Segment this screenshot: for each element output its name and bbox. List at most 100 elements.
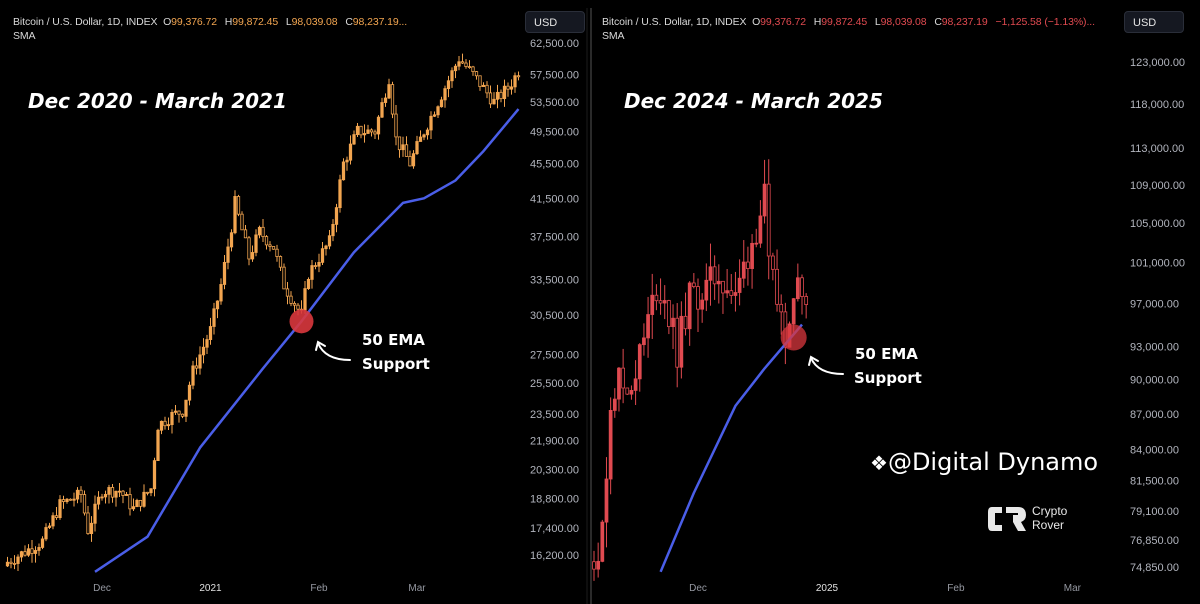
candle-body (422, 134, 426, 138)
indicator-label[interactable]: SMA (13, 30, 36, 42)
candle-body (145, 491, 150, 494)
candle-body (334, 207, 339, 225)
candle-body (373, 131, 377, 135)
candle-body (608, 410, 613, 480)
candle-body (317, 261, 321, 267)
candle-body (268, 244, 272, 247)
x-tick-label: Mar (1064, 583, 1082, 594)
candle-body (285, 288, 290, 297)
watermark-text: @Digital Dynamo (887, 448, 1099, 476)
candle-body (338, 179, 342, 209)
candle-body (89, 522, 94, 534)
candle-body (596, 560, 601, 570)
candle-body (247, 237, 251, 260)
candle-body (282, 266, 286, 290)
candle-body (170, 411, 174, 425)
low-value: 98,039.08 (880, 16, 927, 28)
candle-body (219, 284, 223, 302)
y-tick-label: 23,500.00 (530, 409, 579, 421)
candle-body (152, 460, 157, 490)
y-tick-label: 20,300.00 (530, 464, 579, 476)
candle-body (177, 410, 181, 415)
candle-body (47, 525, 52, 528)
candle-body (662, 300, 667, 304)
candle-body (275, 248, 279, 257)
candle-body (135, 499, 139, 508)
candle-body (617, 367, 621, 400)
candle-body (411, 153, 416, 167)
support-highlight-circle (780, 324, 807, 351)
close-label: C (934, 16, 942, 28)
candle-body (324, 245, 328, 250)
candle-body (289, 295, 293, 304)
y-tick-label: 33,500.00 (530, 274, 579, 286)
candle-body (658, 300, 663, 304)
candle-body (61, 499, 66, 503)
candle-body (404, 144, 409, 157)
candle-body (362, 133, 367, 136)
candle-body (163, 420, 167, 427)
candle-body (457, 61, 461, 67)
indicator-label[interactable]: SMA (602, 30, 625, 42)
right-annotation-line1: 50 EMA (855, 345, 918, 363)
ema-line (659, 323, 803, 573)
candle-body (201, 346, 206, 356)
y-tick-label: 84,000.00 (1130, 445, 1179, 457)
candle-body (296, 304, 300, 310)
candle-body (359, 125, 363, 136)
candle-body (331, 223, 335, 237)
candle-body (516, 75, 521, 78)
logo-text-line2: Rover (1032, 518, 1065, 532)
candle-body (380, 102, 384, 118)
candle-body (795, 277, 800, 300)
change-value: −1,125.58 (−1.13%)... (995, 16, 1095, 28)
candle-body (495, 91, 500, 100)
left-annotation-line1: 50 EMA (362, 331, 425, 349)
candle-body (716, 280, 721, 285)
close-value: 98,237.19... (352, 16, 408, 28)
high-label: H (813, 16, 822, 28)
candle-body (138, 499, 143, 507)
candle-body (383, 97, 388, 103)
candle-body (750, 242, 754, 269)
y-tick-label: 57,500.00 (530, 70, 579, 82)
right-chart-title: Dec 2024 - March 2025 (624, 89, 883, 113)
left-header: Bitcoin / U.S. Dollar, 1D, INDEX O99,376… (13, 15, 513, 43)
x-tick-label: Mar (408, 583, 426, 594)
candle-body (58, 499, 62, 518)
y-tick-label: 87,000.00 (1130, 409, 1179, 421)
x-tick-label: Dec (689, 583, 707, 594)
candle-body (667, 300, 671, 328)
candle-body (418, 136, 423, 142)
y-tick-label: 53,500.00 (530, 97, 579, 109)
candle-body (355, 125, 360, 136)
candle-body (712, 266, 717, 285)
candle-body (292, 303, 297, 306)
candle-body (54, 515, 59, 518)
open-value: 99,376.72 (760, 16, 806, 28)
currency-button[interactable]: USD (1124, 11, 1184, 33)
candle-body (604, 478, 609, 523)
candle-body (513, 75, 517, 88)
currency-button[interactable]: USD (525, 11, 585, 33)
ema-line (94, 108, 520, 573)
candle-body (771, 255, 775, 270)
left-chart-title: Dec 2020 - March 2021 (28, 89, 287, 113)
candle-body (250, 252, 255, 260)
crypto-rover-logo-text: Crypto Rover (1032, 504, 1067, 532)
low-label: L (874, 16, 881, 28)
candle-body (415, 141, 419, 155)
candle-body (65, 498, 69, 503)
candle-body (704, 279, 709, 301)
candle-body (348, 143, 353, 161)
y-tick-label: 101,000.00 (1130, 257, 1185, 269)
candle-body (93, 503, 97, 524)
candle-body (758, 215, 763, 244)
candle-body (741, 261, 746, 279)
candle-body (187, 384, 192, 401)
left-chart: 62,500.00 57,500.00 53,500.00 49,500.00 45,5… (5, 38, 579, 594)
candle-body (191, 365, 195, 386)
candle-body (766, 183, 771, 257)
candle-body (271, 246, 276, 250)
